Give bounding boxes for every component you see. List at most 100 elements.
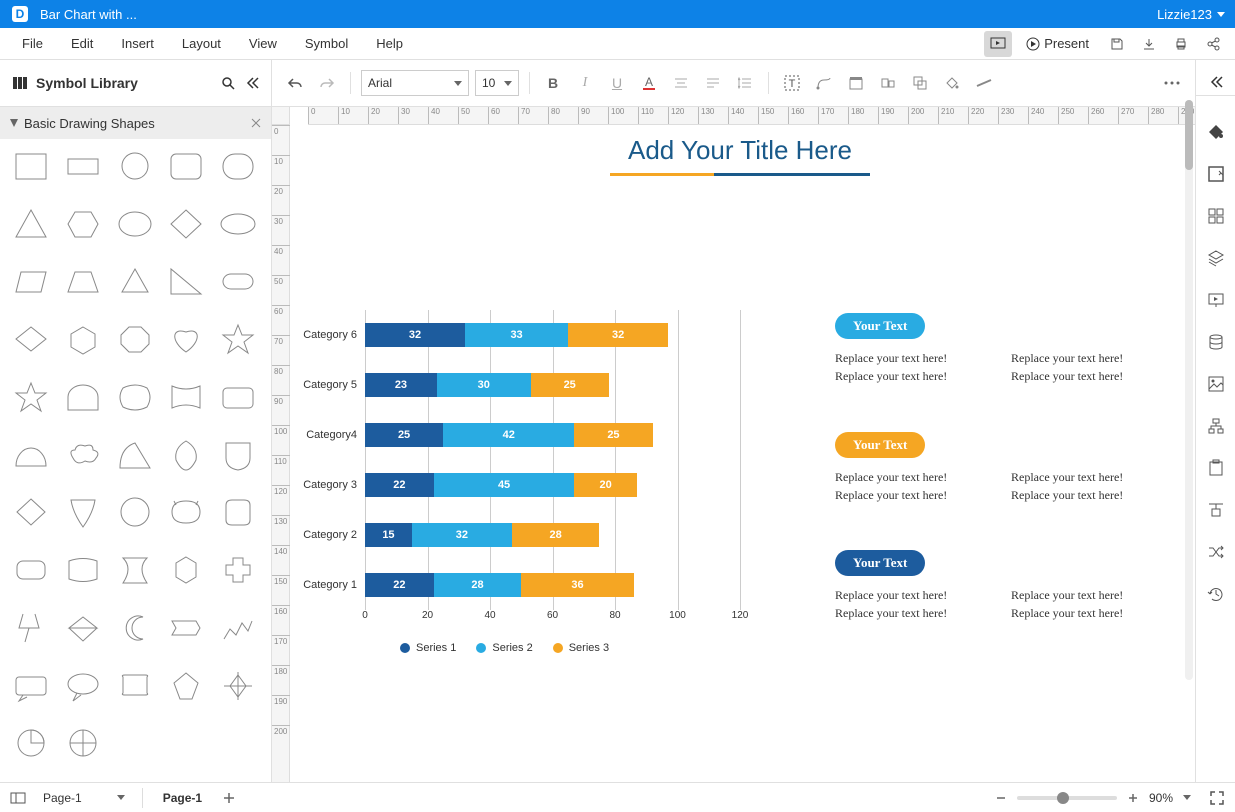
dashboard-icon[interactable] [1204,204,1228,228]
underline-button[interactable]: U [604,70,630,96]
shape-17[interactable] [114,322,156,357]
shape-12[interactable] [114,264,156,299]
undo-button[interactable] [282,70,308,96]
shape-25[interactable] [10,438,52,473]
shape-2[interactable] [114,149,156,184]
shape-22[interactable] [114,380,156,415]
shuffle-icon[interactable] [1204,540,1228,564]
canvas[interactable]: Add Your Title Here Category 6323332Cate… [290,125,1190,775]
shape-40[interactable] [10,611,52,646]
zoom-out-button[interactable] [995,792,1007,804]
shape-3[interactable] [165,149,207,184]
vertical-scrollbar[interactable] [1185,100,1193,680]
data-icon[interactable] [1204,330,1228,354]
shape-26[interactable] [62,438,104,473]
shape-21[interactable] [62,380,104,415]
align-h-button[interactable] [668,70,694,96]
shape-9[interactable] [217,207,259,242]
shape-16[interactable] [62,322,104,357]
shapes-section-header[interactable]: Basic Drawing Shapes [0,107,271,139]
shape-7[interactable] [114,207,156,242]
share-icon[interactable] [1199,31,1227,57]
theme-icon[interactable] [1204,120,1228,144]
container-button[interactable] [843,70,869,96]
presentation-icon[interactable] [1204,288,1228,312]
group-button[interactable] [907,70,933,96]
shape-51[interactable] [62,726,104,761]
shape-1[interactable] [62,149,104,184]
line-spacing-button[interactable] [732,70,758,96]
fill-button[interactable] [939,70,965,96]
shape-43[interactable] [165,611,207,646]
add-page-icon[interactable] [222,791,236,805]
shape-49[interactable] [217,669,259,704]
shape-10[interactable] [10,264,52,299]
menu-help[interactable]: Help [362,30,417,57]
shape-33[interactable] [165,495,207,530]
shape-41[interactable] [62,611,104,646]
present-button[interactable]: Present [1016,32,1099,55]
connector-button[interactable] [811,70,837,96]
save-icon[interactable] [1103,31,1131,57]
page-selector[interactable]: Page-1 [36,788,132,808]
menu-layout[interactable]: Layout [168,30,235,57]
italic-button[interactable]: I [572,70,598,96]
shape-45[interactable] [10,669,52,704]
shape-44[interactable] [217,611,259,646]
shape-4[interactable] [217,149,259,184]
font-size-select[interactable]: 10 [475,70,519,96]
shape-5[interactable] [10,207,52,242]
shape-50[interactable] [10,726,52,761]
text-tool-button[interactable]: T [779,70,805,96]
slideshow-icon[interactable] [984,31,1012,57]
shape-39[interactable] [217,553,259,588]
shape-34[interactable] [217,495,259,530]
download-icon[interactable] [1135,31,1163,57]
shape-35[interactable] [10,553,52,588]
shape-11[interactable] [62,264,104,299]
shape-31[interactable] [62,495,104,530]
shape-20[interactable] [10,380,52,415]
clipboard-icon[interactable] [1204,456,1228,480]
shape-15[interactable] [10,322,52,357]
expand-right-panel-icon[interactable] [1196,68,1235,96]
shape-32[interactable] [114,495,156,530]
text-block[interactable]: Your TextReplace your text here!Replace … [835,432,1175,504]
align-shapes-button[interactable] [875,70,901,96]
hierarchy-icon[interactable] [1204,414,1228,438]
menu-view[interactable]: View [235,30,291,57]
collapse-sidebar-icon[interactable] [245,76,259,90]
shape-8[interactable] [165,207,207,242]
shape-42[interactable] [114,611,156,646]
page-title-text[interactable]: Add Your Title Here [628,135,852,166]
shape-29[interactable] [217,438,259,473]
redo-button[interactable] [314,70,340,96]
close-section-icon[interactable] [251,118,261,128]
shape-19[interactable] [217,322,259,357]
shape-38[interactable] [165,553,207,588]
text-block[interactable]: Your TextReplace your text here!Replace … [835,550,1175,622]
page-tab[interactable]: Page-1 [153,787,212,809]
shape-14[interactable] [217,264,259,299]
zoom-in-button[interactable] [1127,792,1139,804]
font-family-select[interactable]: Arial [361,70,469,96]
shape-30[interactable] [10,495,52,530]
shape-36[interactable] [62,553,104,588]
zoom-slider[interactable] [1017,796,1117,800]
pages-view-icon[interactable] [10,792,26,804]
history-icon[interactable] [1204,582,1228,606]
bar-chart[interactable]: Category 6323332Category 5233025Category… [290,310,740,654]
align-v-button[interactable] [700,70,726,96]
align-panel-icon[interactable] [1204,498,1228,522]
line-style-button[interactable] [971,70,997,96]
search-icon[interactable] [221,76,235,90]
font-color-button[interactable]: A [636,70,662,96]
shape-0[interactable] [10,149,52,184]
user-menu[interactable]: Lizzie123 [1157,7,1225,22]
picture-icon[interactable] [1204,372,1228,396]
shape-18[interactable] [165,322,207,357]
shape-24[interactable] [217,380,259,415]
menu-insert[interactable]: Insert [107,30,168,57]
layers-icon[interactable] [1204,246,1228,270]
menu-edit[interactable]: Edit [57,30,107,57]
